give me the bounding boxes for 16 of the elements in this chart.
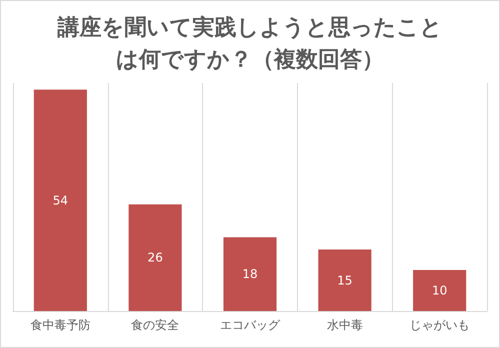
chart-title: 講座を聞いて実践しようと思ったことは何ですか？（複数回答） — [56, 14, 442, 72]
bar — [34, 90, 87, 311]
data-label: 15 — [337, 273, 352, 288]
x-tick-label: エコバッグ — [220, 318, 281, 332]
data-label: 10 — [432, 284, 448, 298]
x-tick-label: じゃがいも — [410, 318, 470, 332]
bar — [223, 237, 277, 311]
bar — [413, 270, 466, 311]
data-label: 18 — [242, 267, 258, 282]
x-tick-label: 食の安全 — [131, 318, 180, 332]
x-tick-label: 水中毒 — [326, 318, 363, 332]
data-label: 54 — [52, 193, 68, 208]
bar — [318, 250, 372, 311]
x-tick-label: 食中毒予防 — [30, 318, 90, 332]
data-label: 26 — [148, 250, 163, 265]
bar — [128, 204, 182, 311]
